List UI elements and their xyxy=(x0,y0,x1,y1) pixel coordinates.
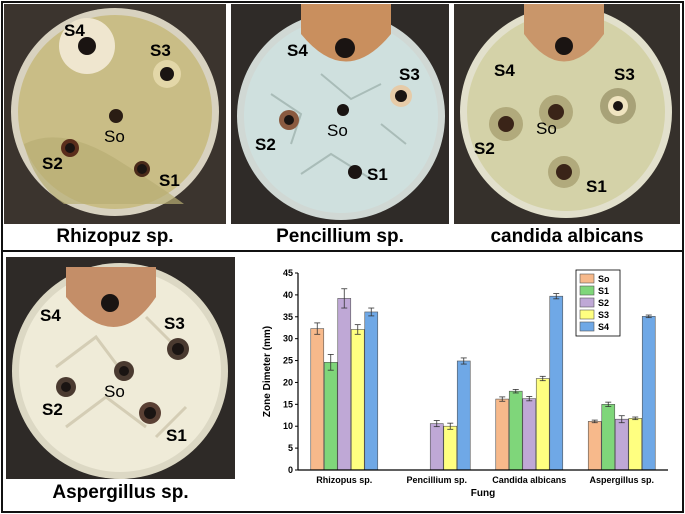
bar-so xyxy=(310,328,325,471)
svg-text:S4: S4 xyxy=(64,21,85,40)
svg-text:S3: S3 xyxy=(150,41,171,60)
svg-text:S4: S4 xyxy=(494,61,515,80)
svg-text:S4: S4 xyxy=(40,306,61,325)
svg-text:S1: S1 xyxy=(367,165,388,184)
svg-text:S3: S3 xyxy=(399,65,420,84)
svg-text:So: So xyxy=(104,127,125,146)
label-s4: S4 xyxy=(287,41,308,60)
caption-pencillium: Pencillium sp. xyxy=(276,226,404,247)
legend-label-s4: S4 xyxy=(598,322,609,332)
svg-text:S1: S1 xyxy=(159,171,180,190)
caption-candida: candida albicans xyxy=(490,226,644,247)
svg-text:S3: S3 xyxy=(164,314,185,333)
caption-rhizopus: Rhizopuz sp. xyxy=(56,226,174,247)
label-s3: S3 xyxy=(614,65,635,84)
legend-swatch-s1 xyxy=(579,285,595,296)
petri-photo-candida: S4 S3 So S2 S1 xyxy=(454,4,680,224)
label-so: So xyxy=(104,127,125,146)
y-tick-label: 20 xyxy=(283,377,293,387)
x-tick-label: Candida albicans xyxy=(492,475,566,485)
label-s4: S4 xyxy=(40,306,61,325)
bar-s4 xyxy=(549,295,564,471)
caption-aspergillus: Aspergillus sp. xyxy=(52,482,189,503)
bar-s2 xyxy=(429,423,444,471)
y-tick-label: 0 xyxy=(288,465,293,475)
legend-label-s2: S2 xyxy=(598,298,609,308)
svg-text:S2: S2 xyxy=(474,139,495,158)
svg-text:S2: S2 xyxy=(42,400,63,419)
svg-text:S4: S4 xyxy=(287,41,308,60)
y-tick-label: 25 xyxy=(283,356,293,366)
svg-text:S1: S1 xyxy=(166,426,187,445)
y-tick-label: 5 xyxy=(288,443,293,453)
bar-so xyxy=(587,421,602,471)
y-tick-label: 35 xyxy=(283,312,293,322)
label-s4: S4 xyxy=(64,21,85,40)
agar-pencillium xyxy=(244,19,438,213)
label-so: So xyxy=(327,121,348,140)
label-s3: S3 xyxy=(399,65,420,84)
label-s1: S1 xyxy=(159,171,180,190)
x-tick-label: Pencillium sp. xyxy=(406,475,467,485)
bar-s1 xyxy=(508,390,523,471)
svg-text:So: So xyxy=(327,121,348,140)
petri-photo-aspergillus: S4 S3 So S2 S1 xyxy=(6,257,235,479)
bar-s4 xyxy=(364,311,379,471)
label-s2: S2 xyxy=(474,139,495,158)
y-axis-title: Zone Dimeter (mm) xyxy=(262,326,273,417)
bar-s3 xyxy=(443,425,458,471)
bar-s2 xyxy=(337,298,352,471)
legend-swatch-so xyxy=(579,273,595,284)
label-s2: S2 xyxy=(42,154,63,173)
bar-s2 xyxy=(522,398,537,471)
label-s1: S1 xyxy=(367,165,388,184)
bar-s3 xyxy=(350,329,365,471)
legend-label-s1: S1 xyxy=(598,286,609,296)
label-s3: S3 xyxy=(164,314,185,333)
row-divider xyxy=(1,250,684,252)
svg-text:S1: S1 xyxy=(586,177,607,196)
label-s1: S1 xyxy=(166,426,187,445)
legend-swatch-s2 xyxy=(579,297,595,308)
label-s2: S2 xyxy=(255,135,276,154)
label-so: So xyxy=(536,119,557,138)
svg-text:S2: S2 xyxy=(255,135,276,154)
zone-diameter-chart: 0 5 10 15 20 25 30 35 40 45 Rhizopus sp. Pencillium… xyxy=(248,258,678,508)
label-s2: S2 xyxy=(42,400,63,419)
label-s1: S1 xyxy=(586,177,607,196)
legend-label-so: So xyxy=(598,274,610,284)
label-s4: S4 xyxy=(494,61,515,80)
legend-label-s3: S3 xyxy=(598,310,609,320)
legend-swatch-s4 xyxy=(579,321,595,332)
bar-s1 xyxy=(323,362,338,471)
bar-s4 xyxy=(456,360,471,471)
svg-text:So: So xyxy=(536,119,557,138)
legend-swatch-s3 xyxy=(579,309,595,320)
petri-photo-pencillium: S4 S3 So S2 S1 xyxy=(231,4,449,224)
label-so: So xyxy=(104,382,125,401)
bar-s2 xyxy=(614,418,629,471)
bar-s4 xyxy=(641,316,656,471)
x-tick-label: Rhizopus sp. xyxy=(316,475,372,485)
y-tick-label: 45 xyxy=(283,268,293,278)
bar-s3 xyxy=(535,378,550,471)
bar-s1 xyxy=(601,404,616,471)
y-tick-label: 10 xyxy=(283,421,293,431)
y-tick-label: 30 xyxy=(283,334,293,344)
bar-so xyxy=(495,398,510,471)
x-tick-label: Aspergillus sp. xyxy=(589,475,654,485)
bar-s3 xyxy=(628,418,643,471)
svg-text:So: So xyxy=(104,382,125,401)
chart-svg: 0 5 10 15 20 25 30 35 40 45 Rhizopus sp. Pencillium… xyxy=(262,268,668,499)
label-s3: S3 xyxy=(150,41,171,60)
svg-text:S3: S3 xyxy=(614,65,635,84)
y-tick-label: 15 xyxy=(283,399,293,409)
svg-text:S2: S2 xyxy=(42,154,63,173)
x-axis-title: Fung xyxy=(471,488,495,499)
y-tick-label: 40 xyxy=(283,290,293,300)
petri-photo-rhizopus: S4 S3 So S2 S1 xyxy=(4,4,226,224)
